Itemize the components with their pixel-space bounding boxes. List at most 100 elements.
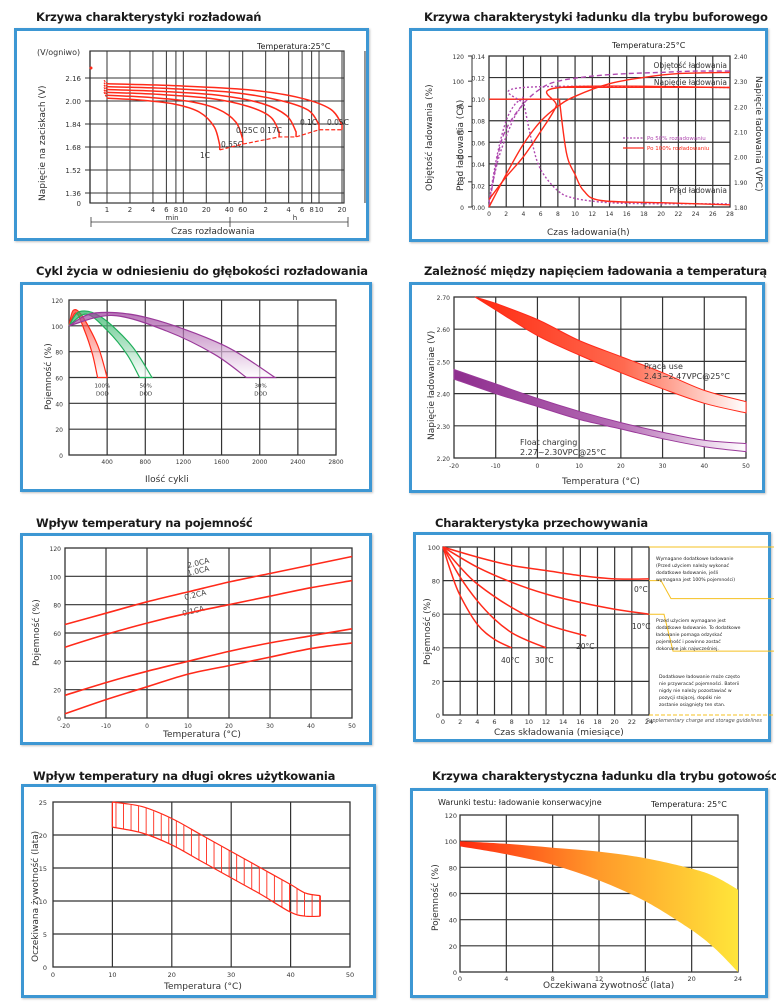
x-tick-label: 2000 bbox=[252, 459, 267, 466]
series-label: 0.2CA bbox=[183, 588, 208, 602]
y-tick-label: 15 bbox=[39, 865, 47, 873]
x-axis-label: Temperatura (°C) bbox=[162, 730, 241, 740]
x-tick-label: 20 bbox=[657, 211, 665, 218]
x-tick-label: 8 bbox=[551, 975, 555, 983]
y-tick-label: 5 bbox=[43, 931, 47, 939]
x-tick-label: 4 bbox=[475, 718, 479, 726]
x-tick-label: 10 bbox=[525, 718, 533, 726]
discharge-chart: (V/ogniwo) Temperatura:25°C Napięcie na … bbox=[37, 42, 366, 237]
x-tick-label: 12 bbox=[542, 718, 550, 726]
capacity-tick-label: 100 bbox=[453, 79, 465, 86]
x-axis-label: Oczekiwana żywotność (lata) bbox=[543, 980, 674, 991]
unit-label: (V/ogniwo) bbox=[37, 48, 80, 57]
storage-curve-20°C bbox=[442, 546, 587, 637]
x-tick-label: 0 bbox=[487, 211, 491, 218]
y-tick-label: 0 bbox=[436, 712, 440, 720]
voltage-tick-label: 2.10 bbox=[734, 130, 748, 137]
voltage-band-praca bbox=[474, 296, 747, 414]
storage-curve-0°C bbox=[442, 546, 650, 580]
capacity-curve-50 bbox=[488, 70, 731, 208]
x-tick-label: 4 bbox=[151, 206, 156, 214]
annotation-left: Warunki testu: ładowanie konserwacyjne bbox=[438, 798, 602, 807]
y-tick-label: 2.60 bbox=[437, 327, 451, 334]
storage-curve-10°C bbox=[442, 546, 650, 615]
x-tick-label: 16 bbox=[623, 211, 631, 218]
capacity-tick-label: 20 bbox=[456, 180, 464, 187]
current-tick-label: 0.04 bbox=[472, 162, 486, 169]
x-tick-label: 22 bbox=[628, 718, 636, 726]
x-tick-label: 800 bbox=[140, 459, 152, 466]
x-tick-label: 20 bbox=[168, 971, 176, 979]
y-tick-label: 0 bbox=[57, 716, 61, 723]
current-tick-label: 0.02 bbox=[472, 183, 486, 190]
y-tick-label: 0 bbox=[59, 453, 63, 460]
series-label: 0.17C bbox=[260, 126, 282, 135]
voltage-tick-label: 2.40 bbox=[734, 54, 748, 61]
x-tick-label: 8 bbox=[174, 206, 178, 214]
annotation: Temperatura:25°C bbox=[611, 41, 686, 50]
discharge-cutoff-dashed-line bbox=[219, 129, 342, 151]
note-divider bbox=[649, 613, 774, 652]
x-tick-label: 18 bbox=[593, 718, 601, 726]
discharge-curve-0.25C bbox=[106, 91, 280, 137]
discharge-curve-1C bbox=[106, 97, 221, 150]
voltage-band-float bbox=[453, 368, 747, 453]
x-tick-label: 2800 bbox=[328, 459, 343, 466]
x-tick-label: 10 bbox=[575, 463, 583, 470]
x-tick-label: 14 bbox=[559, 718, 567, 726]
note-divider bbox=[649, 580, 774, 600]
x-tick-label: 16 bbox=[576, 718, 584, 726]
current-curve-100 bbox=[558, 99, 731, 206]
y-tick-label: 80 bbox=[449, 864, 457, 872]
x-tick-label: 24 bbox=[734, 975, 742, 983]
y-tick-label: 60 bbox=[53, 631, 61, 638]
voltage-curve-100 bbox=[488, 85, 731, 200]
y-axis-label: Pojemność (%) bbox=[31, 599, 42, 666]
annotation-right: Temperatura: 25°C bbox=[650, 800, 727, 809]
x-tick-label: 6 bbox=[492, 718, 496, 726]
storage-curve-40°C bbox=[442, 546, 513, 649]
temp-life-chart: Oczekiwana żywotność (lata) Temperatura … bbox=[30, 799, 354, 992]
life-lower-curve bbox=[112, 826, 321, 918]
x-axis-label: Temperatura (°C) bbox=[561, 477, 640, 487]
y-tick-label: 20 bbox=[55, 427, 63, 434]
y-axis-label: Napięcie ładowaniae (V) bbox=[427, 331, 437, 440]
x-tick-label: 10 bbox=[179, 206, 188, 214]
charge-voltage-temp-chart-title: Zależność między napięciem ładowania a t… bbox=[424, 264, 767, 278]
storage-note-2: ładowanie pomaga odzyskać bbox=[656, 631, 723, 638]
capacity-curve-0.2CA bbox=[64, 579, 353, 648]
y-tick-label: 40 bbox=[53, 659, 61, 666]
y-tick-label: 20 bbox=[53, 688, 61, 695]
capacity-tick-label: 80 bbox=[456, 104, 464, 111]
x-tick-label: 30 bbox=[266, 723, 274, 730]
y-tick-label: 40 bbox=[449, 917, 457, 925]
x-tick-label: 24 bbox=[645, 718, 653, 726]
y-tick-label: 25 bbox=[39, 799, 47, 807]
x-axis-label: Temperatura (°C) bbox=[163, 982, 242, 992]
x-tick-label: 6 bbox=[539, 211, 543, 218]
x-tick-label: 14 bbox=[606, 211, 614, 218]
legend-label-100: Po 100% rozładowaniu bbox=[647, 146, 709, 152]
storage-note-2: Przed użyciem wymagane jest bbox=[656, 618, 726, 624]
storage-chart-title: Charakterystyka przechowywania bbox=[435, 516, 648, 530]
voltage-tick-label: 2.20 bbox=[734, 104, 748, 111]
y-tick-label: 2.70 bbox=[437, 295, 451, 302]
y-tick-label: 1.36 bbox=[65, 190, 81, 198]
x-tick-label: 0 bbox=[536, 463, 540, 470]
current-curve-50 bbox=[488, 96, 731, 205]
series-label-line2: 2.27~2.30VPC@25°C bbox=[520, 448, 606, 457]
discharge-curve-0.17C bbox=[106, 88, 297, 137]
x-tick-label: -20 bbox=[60, 723, 70, 730]
standby-chart-panel: Warunki testu: ładowanie konserwacyjne T… bbox=[410, 788, 768, 998]
capacity-curve-0.1CA bbox=[64, 555, 353, 626]
x-tick-label: 2400 bbox=[290, 459, 305, 466]
discharge-curve-start-1C bbox=[103, 91, 108, 99]
standby-chart-title: Krzywa charakterystyczna ładunku dla try… bbox=[432, 769, 776, 783]
x-axis-label: Czas składowania (miesiące) bbox=[494, 728, 624, 738]
x-tick-label: 10 bbox=[184, 723, 192, 730]
series-label: 10°C bbox=[632, 622, 651, 631]
y-tick-label: 1.52 bbox=[65, 167, 81, 175]
storage-note-1: dodatkowe ładowanie, jeśli bbox=[656, 569, 718, 576]
capacity-curve-1.0CA bbox=[64, 628, 353, 697]
y-tick-label: 80 bbox=[55, 350, 63, 357]
